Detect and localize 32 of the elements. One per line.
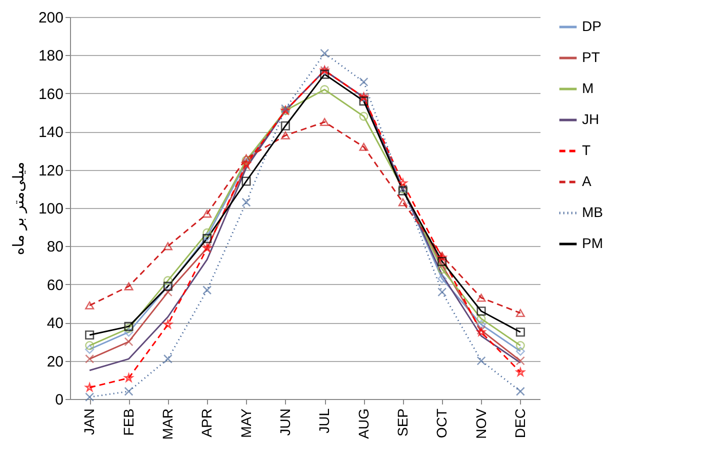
y-tick-label: 120: [38, 162, 64, 180]
y-tick-label: 60: [46, 276, 64, 294]
y-axis-title: میلی‌متر بر ماه: [9, 162, 28, 256]
x-tick-label: MAY: [238, 408, 254, 438]
x-tick-label: AUG: [355, 408, 372, 439]
x-tick-label: JAN: [81, 408, 98, 435]
x-tick-label: SEP: [394, 408, 410, 437]
legend-label: M: [582, 80, 594, 96]
x-tick-label: DEC: [512, 408, 528, 438]
legend-label: A: [582, 173, 592, 189]
y-tick-label: 40: [46, 315, 64, 332]
legend-label: PM: [582, 235, 603, 251]
x-tick-label: JUN: [276, 408, 293, 436]
y-tick-label: 180: [38, 48, 64, 65]
y-tick-label: 20: [46, 353, 64, 370]
x-tick-label: FEB: [120, 408, 136, 436]
y-tick-label: 100: [38, 200, 64, 218]
legend-label: T: [582, 142, 591, 158]
y-tick-label: 0: [55, 392, 64, 408]
legend-label: DP: [582, 18, 602, 34]
x-tick-label: JUL: [316, 408, 332, 434]
y-tick-label: 160: [38, 86, 64, 103]
x-tick-label: OCT: [434, 408, 450, 438]
y-tick-label: 140: [38, 124, 64, 142]
legend-label: PT: [582, 49, 600, 65]
x-tick-label: NOV: [472, 408, 489, 439]
legend-label: MB: [582, 204, 603, 220]
legend-label: JH: [582, 111, 600, 127]
x-tick-label: APR: [198, 408, 215, 438]
y-tick-label: 80: [46, 238, 64, 256]
y-tick-label: 200: [38, 10, 64, 26]
x-tick-label: MAR: [159, 408, 176, 440]
